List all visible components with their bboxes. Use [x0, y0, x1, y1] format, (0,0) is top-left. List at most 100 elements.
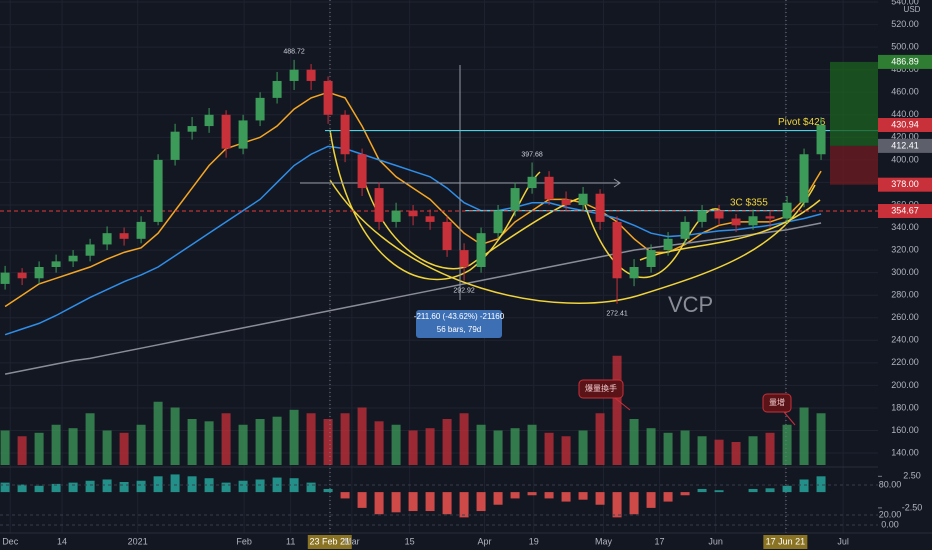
- histogram-bar: [714, 490, 724, 493]
- y-tick-label: 520.00: [891, 19, 919, 29]
- histogram-bar: [425, 492, 435, 512]
- x-tick-label: 2021: [128, 536, 148, 546]
- histogram-bar: [170, 474, 180, 493]
- volume-bar: [680, 430, 690, 465]
- histogram-bar: [459, 492, 469, 518]
- histogram-bar: [221, 482, 231, 493]
- candle-body: [119, 233, 129, 239]
- candle-body: [476, 233, 486, 268]
- stop-zone: [830, 145, 878, 185]
- histogram-bar: [204, 478, 214, 493]
- candle-body: [782, 202, 792, 219]
- histogram-bar: [323, 488, 333, 493]
- volume-bar: [697, 436, 707, 465]
- pattern-label: VCP: [668, 292, 713, 317]
- candle-body: [170, 131, 180, 160]
- candle-body: [578, 193, 588, 205]
- candle-body: [544, 176, 554, 200]
- candle-body: [663, 238, 673, 251]
- volume-bar: [204, 421, 214, 465]
- histogram-bar: [527, 492, 537, 496]
- candle-body: [374, 188, 384, 222]
- volume-bar: [527, 424, 537, 465]
- volume-bar: [102, 430, 112, 465]
- histogram-bar: [238, 480, 248, 493]
- histogram-bar: [357, 492, 367, 508]
- cup-curve: [329, 179, 816, 304]
- histogram-bar: [748, 488, 758, 493]
- extreme-label: 397.68: [521, 151, 543, 158]
- histogram-bar: [765, 488, 775, 493]
- candle-body: [238, 120, 248, 149]
- y-tick-label: 260.00: [891, 312, 919, 322]
- candles: [0, 59, 826, 304]
- y-tick-label: 460.00: [891, 87, 919, 97]
- measure-text: -211.60 (-43.62%) -21160: [414, 312, 505, 321]
- y-tick-label: 140.00: [891, 447, 919, 457]
- x-tick-label: Dec: [2, 536, 19, 546]
- candle-body: [680, 221, 690, 239]
- measure-box: [416, 310, 502, 338]
- volume-bar: [306, 413, 316, 465]
- candle-body: [204, 114, 214, 127]
- candle-body: [221, 114, 231, 149]
- histogram-bar: [578, 492, 588, 500]
- histogram-bar: [493, 492, 503, 505]
- volume-bar: [323, 419, 333, 465]
- volume-bar: [510, 428, 520, 465]
- candle-body: [595, 193, 605, 222]
- volume-bar: [255, 419, 265, 465]
- volume-bar: [136, 424, 146, 465]
- histogram-bar: [782, 485, 792, 493]
- x-tick-label: 17 Jun 21: [766, 536, 806, 546]
- note-box: [578, 379, 624, 399]
- price-label: 486.89: [891, 56, 919, 66]
- price-label-box: [878, 117, 932, 132]
- candle-body: [561, 199, 571, 205]
- histogram-bar: [0, 482, 10, 493]
- y-tick-label: 540.00: [891, 0, 919, 6]
- x-tick-label: 14: [57, 536, 67, 546]
- y-tick-label: 340.00: [891, 222, 919, 232]
- histogram-bar: [544, 492, 554, 499]
- volume-bar: [765, 432, 775, 465]
- volume-bar: [119, 432, 129, 465]
- histogram-bar: [374, 492, 384, 515]
- histogram-bar: [136, 480, 146, 493]
- candle-body: [340, 114, 350, 155]
- y-tick-label: 220.00: [891, 357, 919, 367]
- volume-bar: [357, 407, 367, 465]
- candle-body: [714, 210, 724, 219]
- y-tick-label: 320.00: [891, 244, 919, 254]
- x-tick-label: Mar: [344, 536, 360, 546]
- x-tick-label: 11: [286, 536, 295, 546]
- volume-bar: [425, 428, 435, 465]
- x-tick-label: 19: [529, 536, 539, 546]
- price-axis: [878, 0, 932, 550]
- indicator-tick-label: -2.50: [902, 502, 923, 512]
- y-tick-label: 300.00: [891, 267, 919, 277]
- cup-curve: [639, 199, 821, 261]
- histogram-bar: [153, 476, 163, 493]
- volume-bar: [731, 442, 741, 465]
- histogram-bar: [51, 483, 61, 493]
- cup-curve: [584, 204, 721, 279]
- histogram-bar: [476, 492, 486, 512]
- extreme-label: 272.41: [606, 311, 628, 318]
- candle-body: [187, 126, 197, 132]
- candle-body: [425, 216, 435, 222]
- candle-body: [153, 159, 163, 222]
- candle-body: [408, 210, 418, 217]
- volume-bar: [170, 407, 180, 465]
- y-tick-label: 440.00: [891, 109, 919, 119]
- currency: USD: [904, 5, 921, 14]
- volume-bar: [17, 436, 27, 465]
- histogram-bar: [646, 492, 656, 508]
- volume-bar: [646, 428, 656, 465]
- volume-bar: [408, 430, 418, 465]
- volume-bar: [816, 413, 826, 465]
- y-tick-label: 420.00: [891, 132, 919, 142]
- indicator-pane: [0, 474, 878, 526]
- y-tick-label: 400.00: [891, 154, 919, 164]
